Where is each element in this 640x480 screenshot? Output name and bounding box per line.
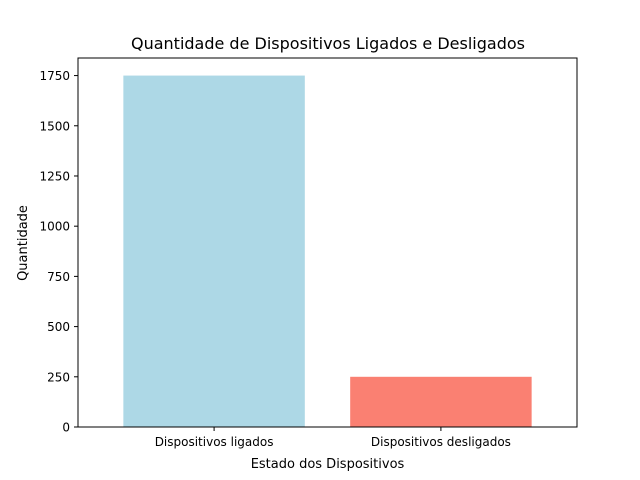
x-axis-label: Estado dos Dispositivos: [251, 457, 405, 472]
y-tick-label: 1750: [39, 69, 70, 83]
bar-1: [123, 75, 305, 428]
y-tick-label: 750: [47, 270, 70, 284]
y-tick-label: 1500: [39, 119, 70, 133]
y-tick-label: 0: [62, 421, 70, 435]
plot-frame: [77, 57, 578, 428]
x-tick-label: Dispositivos ligados: [155, 435, 274, 449]
y-axis-label: Quantidade: [16, 205, 31, 281]
x-tick-label: Dispositivos desligados: [371, 435, 511, 449]
y-axis-ticks: 0 250 500 750 1000 1250 1500 1750: [39, 69, 78, 435]
y-tick-label: 250: [47, 370, 70, 384]
y-tick-label: 1250: [39, 169, 70, 183]
bar-2: [350, 376, 532, 427]
chart-title: Quantidade de Dispositivos Ligados e Des…: [131, 34, 525, 53]
y-tick-label: 1000: [39, 220, 70, 234]
bars-group: [123, 75, 532, 428]
y-tick-label: 500: [47, 320, 70, 334]
x-axis-ticks: Dispositivos ligados Dispositivos desliga…: [155, 427, 511, 449]
